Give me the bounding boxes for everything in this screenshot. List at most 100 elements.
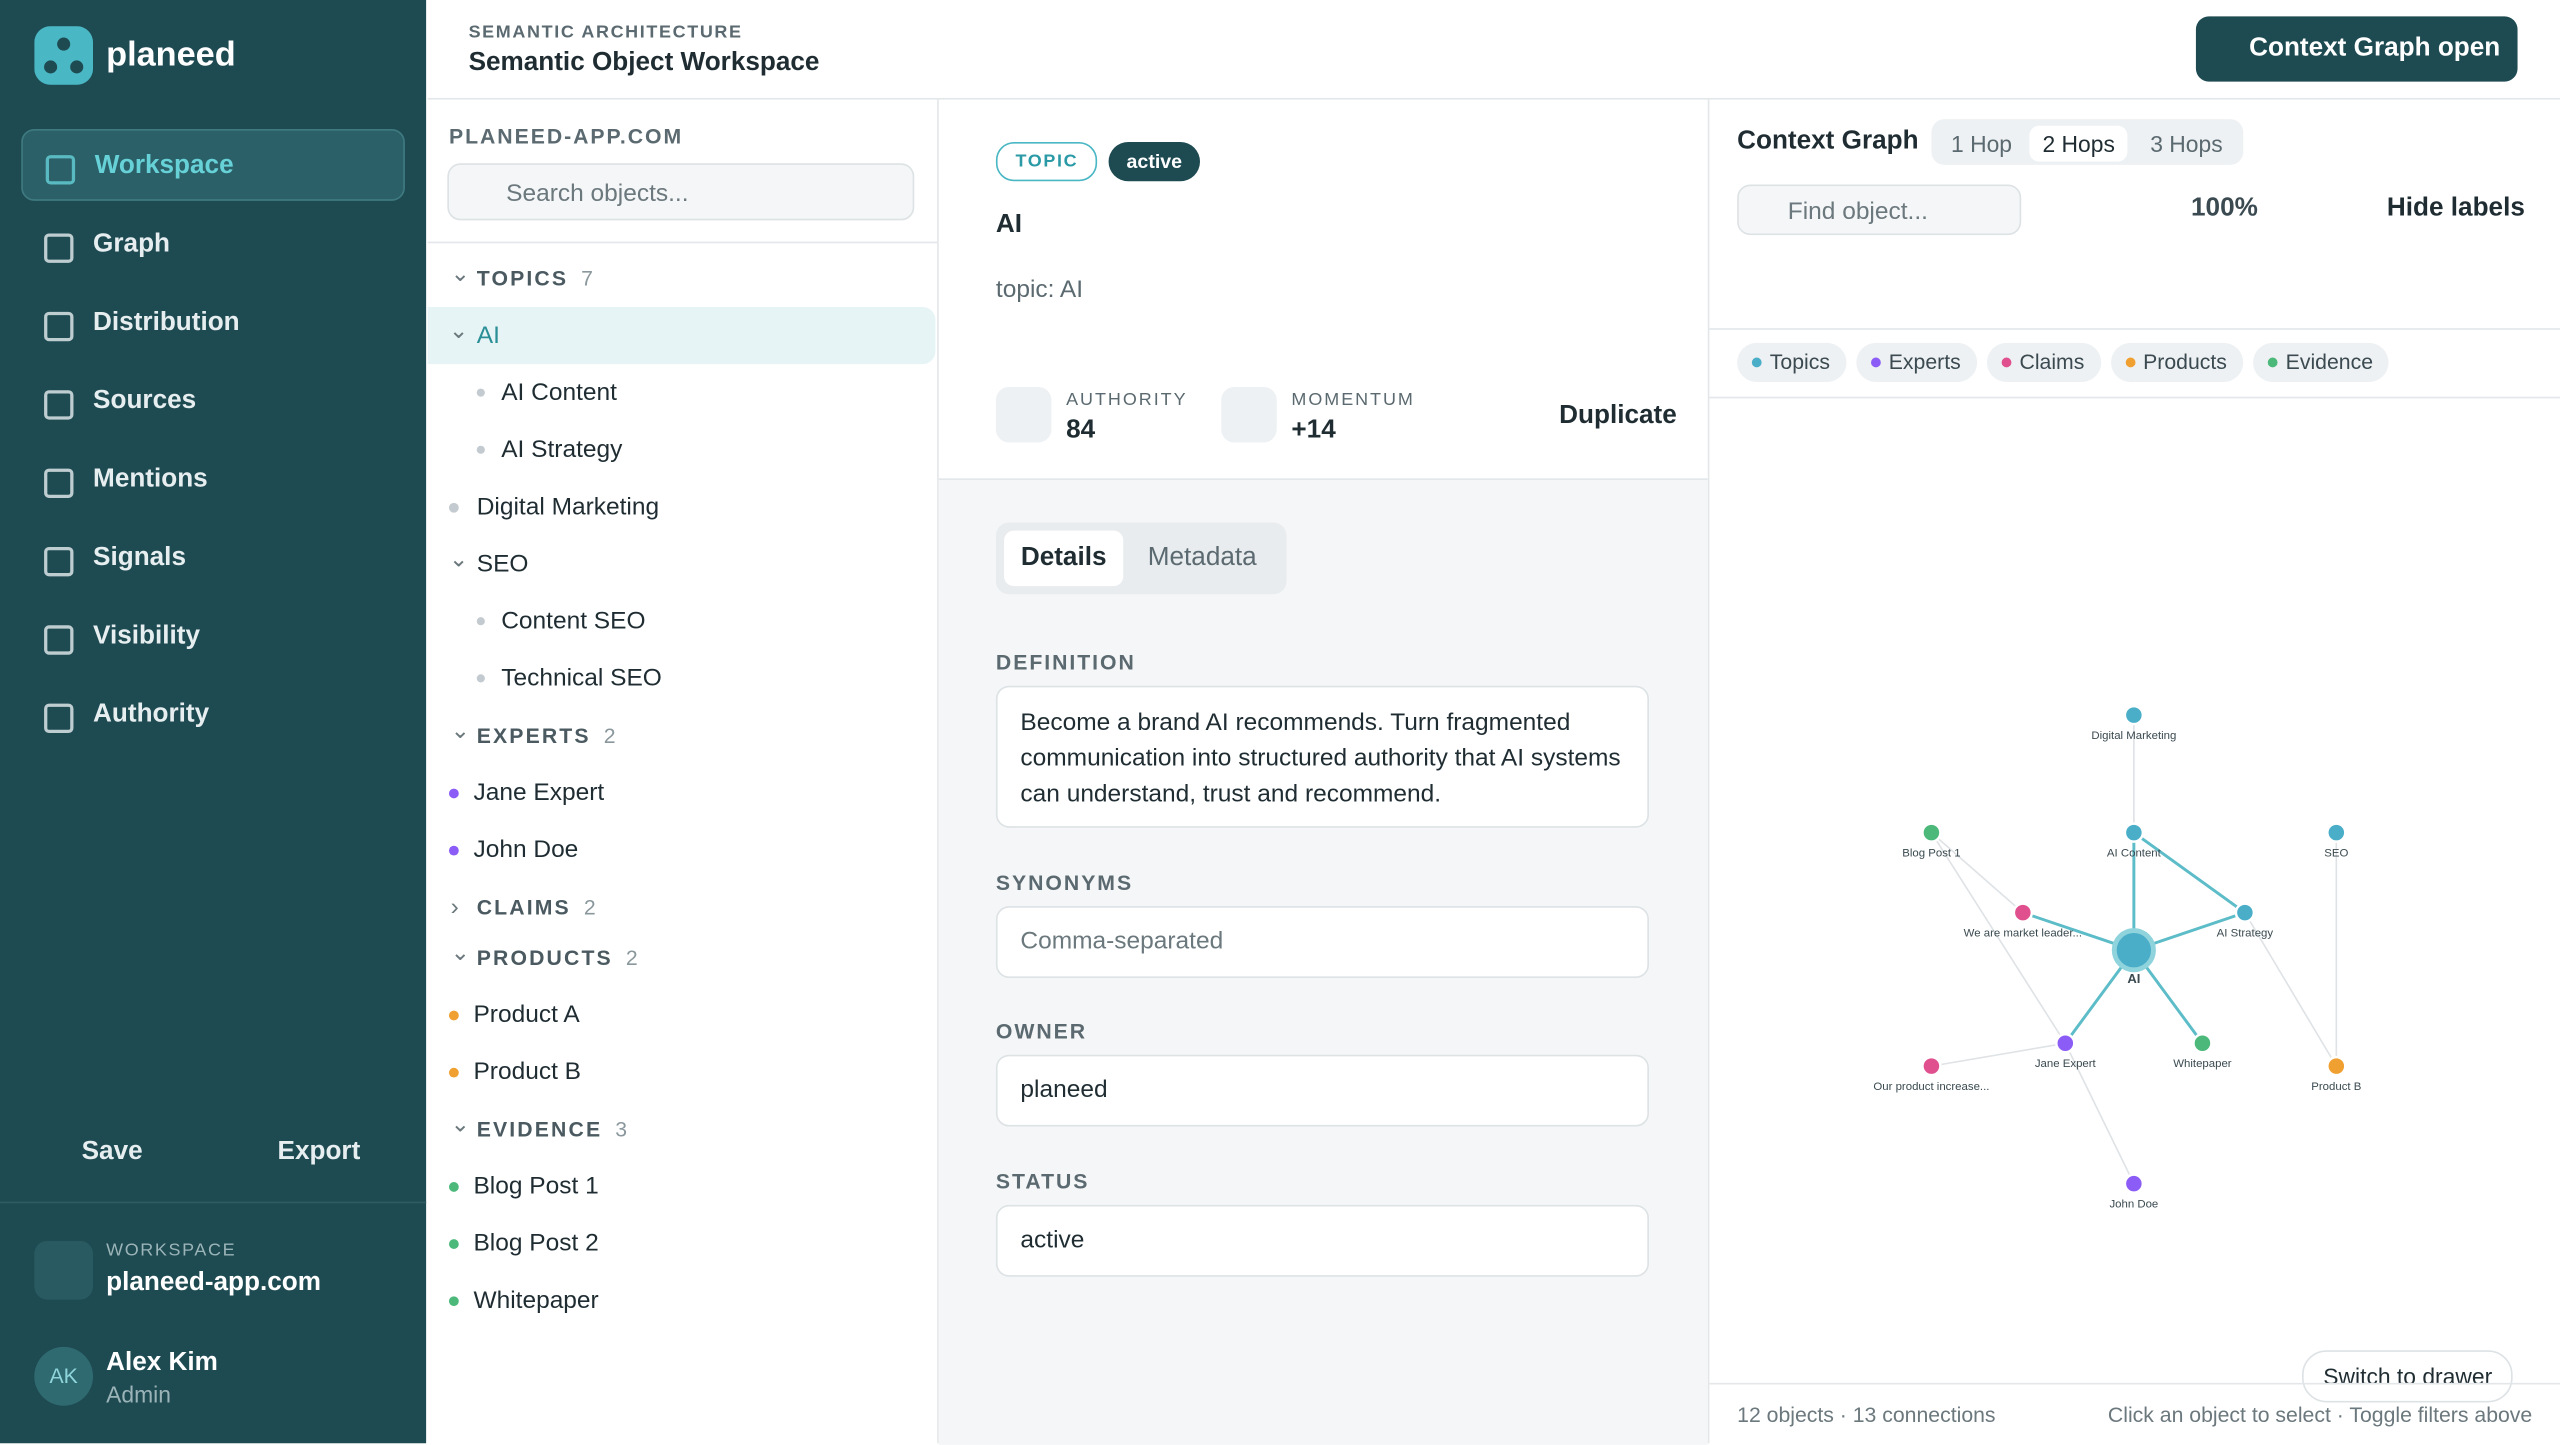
- legend-label[interactable]: Products: [2143, 349, 2227, 374]
- graph-node[interactable]: [2123, 704, 2145, 726]
- nav-label[interactable]: Distribution: [93, 308, 240, 337]
- group-name[interactable]: EXPERTS 2: [476, 723, 618, 748]
- item-label[interactable]: Product B: [473, 1057, 582, 1086]
- stat-value: +14: [1291, 416, 1336, 445]
- synonyms[interactable]: Comma-separated: [995, 906, 1649, 978]
- item-label[interactable]: Jane Expert: [473, 778, 605, 807]
- search[interactable]: Search objects...: [447, 163, 915, 221]
- item-label[interactable]: Digital Marketing: [476, 493, 660, 521]
- tree-item[interactable]: Product B: [428, 1043, 936, 1100]
- item-label[interactable]: Blog Post 2: [473, 1229, 599, 1258]
- nav-item[interactable]: Distribution: [21, 287, 405, 359]
- legend-label[interactable]: Claims: [2019, 349, 2085, 374]
- nav-label[interactable]: Visibility: [93, 622, 201, 650]
- nav-label[interactable]: Sources: [93, 386, 197, 415]
- legend-chip[interactable]: Products: [2110, 342, 2244, 383]
- item-label[interactable]: Content SEO: [501, 607, 646, 636]
- tree-item[interactable]: John Doe: [428, 821, 936, 878]
- tree-item[interactable]: AI Strategy: [428, 421, 936, 478]
- tree-group[interactable]: TOPICS 7 ⌄: [428, 250, 936, 307]
- tree-item[interactable]: Technical SEO: [428, 650, 936, 707]
- nav-item[interactable]: Signals: [21, 522, 405, 594]
- tree-group[interactable]: EVIDENCE 3 ⌄: [428, 1100, 936, 1157]
- item-label[interactable]: Whitepaper: [473, 1286, 599, 1315]
- hop[interactable]: 2 Hops: [2029, 125, 2128, 162]
- nav-item[interactable]: Mentions: [21, 444, 405, 516]
- nav-label[interactable]: Signals: [93, 543, 186, 572]
- graph-node[interactable]: [2012, 902, 2034, 923]
- item-label[interactable]: AI Content: [501, 378, 617, 407]
- tree-item[interactable]: Blog Post 2: [428, 1215, 936, 1272]
- status[interactable]: active: [995, 1204, 1649, 1277]
- graph-node[interactable]: [2326, 822, 2347, 843]
- item-label[interactable]: John Doe: [473, 835, 579, 864]
- group-name[interactable]: PRODUCTS 2: [476, 945, 640, 970]
- nav-item[interactable]: Sources: [21, 366, 405, 438]
- legend-label[interactable]: Topics: [1769, 349, 1830, 374]
- legend-label[interactable]: Experts: [1888, 349, 1961, 374]
- group-name[interactable]: TOPICS 7: [476, 266, 596, 291]
- status-badge: active: [1108, 142, 1201, 182]
- tree-item[interactable]: Blog Post 1: [428, 1158, 936, 1215]
- hop[interactable]: 1 Hop: [1951, 130, 2013, 157]
- nav-item[interactable]: Visibility: [21, 601, 405, 673]
- nav-item[interactable]: Workspace: [21, 128, 405, 201]
- tab[interactable]: Details: [1004, 530, 1124, 587]
- group-name[interactable]: CLAIMS 2: [476, 894, 598, 920]
- user-name[interactable]: Alex Kim: [106, 1348, 218, 1377]
- legend-chip[interactable]: Experts: [1856, 342, 1978, 383]
- graph-node[interactable]: [2234, 902, 2256, 923]
- nav-label[interactable]: Authority: [93, 700, 210, 729]
- tree-group[interactable]: PRODUCTS 2 ⌄: [428, 929, 936, 986]
- graph-node[interactable]: [2192, 1033, 2213, 1054]
- tree-group[interactable]: EXPERTS 2 ⌄: [428, 707, 936, 764]
- owner[interactable]: planeed: [995, 1054, 1649, 1127]
- legend-chip[interactable]: Claims: [1986, 342, 2101, 383]
- graph-node[interactable]: [1921, 822, 1942, 843]
- item-label[interactable]: SEO: [476, 550, 529, 578]
- chevron: ⌄: [450, 716, 470, 743]
- nav-label[interactable]: Workspace: [94, 151, 234, 180]
- nav-item[interactable]: Authority: [21, 679, 405, 751]
- duplicate[interactable]: Duplicate: [1559, 401, 1677, 430]
- graph-node[interactable]: [2326, 1055, 2347, 1077]
- tree-item[interactable]: Whitepaper: [428, 1272, 936, 1329]
- tree-item[interactable]: ⌄ SEO: [428, 536, 936, 593]
- switch-drawer[interactable]: Switch to drawer: [2302, 1350, 2514, 1403]
- item-label[interactable]: Product A: [473, 1000, 580, 1029]
- workspace-name[interactable]: planeed-app.com: [106, 1268, 321, 1297]
- graph-node[interactable]: [1921, 1055, 1942, 1077]
- item-label[interactable]: Blog Post 1: [473, 1172, 599, 1200]
- item-label[interactable]: Technical SEO: [501, 664, 662, 693]
- legend-label[interactable]: Evidence: [2285, 349, 2374, 374]
- hop[interactable]: 3 Hops: [2150, 130, 2223, 157]
- nav-label[interactable]: Graph: [93, 230, 170, 258]
- graph-toggle[interactable]: Context Graph open: [2195, 16, 2518, 82]
- legend-chip[interactable]: Topics: [1737, 342, 1847, 383]
- type-badge: TOPIC: [995, 142, 1098, 182]
- edge: [2133, 831, 2246, 914]
- item-label[interactable]: AI Strategy: [501, 435, 623, 464]
- find[interactable]: Find object...: [1737, 184, 2022, 236]
- graph-node[interactable]: [2123, 822, 2145, 843]
- tree-item[interactable]: Jane Expert: [428, 764, 936, 821]
- tree-group[interactable]: CLAIMS 2 ›: [428, 878, 936, 935]
- legend-chip[interactable]: Evidence: [2253, 342, 2390, 383]
- tree-item[interactable]: Content SEO: [428, 593, 936, 650]
- graph-node[interactable]: [2055, 1033, 2076, 1054]
- graph-node[interactable]: [2123, 1173, 2145, 1194]
- tree-item[interactable]: Product A: [428, 986, 936, 1043]
- definition[interactable]: Become a brand AI recommends. Turn fragm…: [995, 685, 1649, 828]
- hide-labels[interactable]: Hide labels: [2386, 194, 2525, 223]
- graph-node[interactable]: [2111, 928, 2156, 973]
- nav-item[interactable]: Graph: [21, 209, 405, 281]
- save[interactable]: Save: [81, 1137, 143, 1166]
- export[interactable]: Export: [277, 1137, 361, 1166]
- item-label[interactable]: AI: [476, 321, 500, 350]
- group-name[interactable]: EVIDENCE 3: [476, 1116, 630, 1142]
- nav-label[interactable]: Mentions: [93, 465, 208, 494]
- tree-item[interactable]: Digital Marketing: [428, 478, 936, 535]
- tab[interactable]: Metadata: [1147, 543, 1257, 572]
- tree-item[interactable]: AI Content: [428, 364, 936, 421]
- tree-item[interactable]: ⌄ AI: [427, 306, 936, 365]
